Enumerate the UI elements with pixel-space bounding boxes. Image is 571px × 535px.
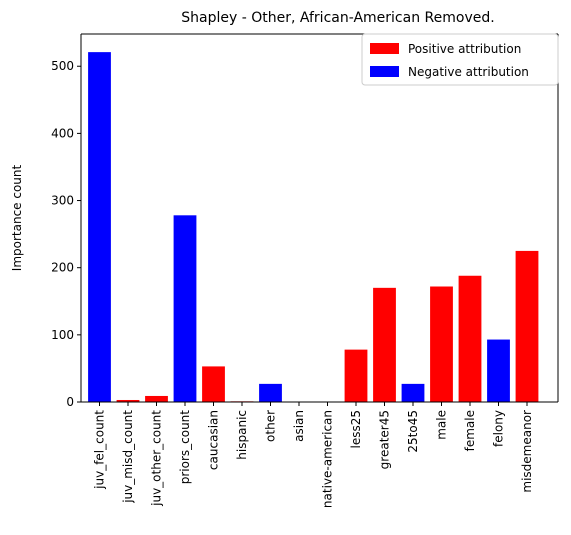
y-tick-label: 0 [66, 395, 74, 409]
bar-caucasian [202, 366, 225, 402]
legend-label-positive: Positive attribution [408, 42, 521, 56]
bar-juv_fel_count [88, 52, 111, 402]
legend-frame [361, 33, 559, 86]
x-tick-label-female: female [463, 410, 477, 451]
bar-felony [487, 339, 510, 402]
x-tick-label-native-american: native-american [321, 410, 335, 508]
y-axis-label: Importance count [10, 164, 24, 271]
y-tick-label: 100 [51, 328, 74, 342]
y-tick-label: 500 [51, 59, 74, 73]
x-tick-label-hispanic: hispanic [235, 410, 249, 460]
legend: Positive attribution Negative attributio… [361, 33, 559, 86]
x-tick-label-caucasian: caucasian [207, 410, 221, 470]
bar-juv_other_count [145, 395, 168, 402]
plot-area: 0 100 200 300 400 500 juv_fel_count juv_misd_co… [51, 33, 559, 508]
bar-male [430, 286, 453, 402]
bar-less25 [344, 349, 368, 402]
legend-swatch-positive [370, 43, 399, 54]
y-tick-label: 200 [51, 261, 74, 275]
x-tick-label-juv_misd_count: juv_misd_count [121, 410, 135, 504]
x-tick-label-25to45: 25to45 [406, 410, 420, 453]
x-tick-label-juv_other_count: juv_other_count [150, 410, 164, 507]
y-tick-label: 300 [51, 194, 74, 208]
x-tick-label-asian: asian [292, 410, 306, 442]
bar-juv_misd_count [116, 399, 140, 402]
bar-priors_count [173, 215, 197, 402]
x-tick-label-greater45: greater45 [378, 410, 392, 469]
bar-greater45 [373, 287, 396, 402]
x-tick-label-male: male [435, 410, 449, 440]
x-tick-label-other: other [264, 410, 278, 442]
legend-swatch-negative [370, 66, 399, 77]
x-tick-label-misdemeanor: misdemeanor [520, 410, 534, 493]
bar-other [259, 383, 282, 402]
y-tick-label: 400 [51, 126, 74, 140]
x-tick-label-priors_count: priors_count [178, 410, 192, 485]
bar-25to45 [401, 383, 425, 402]
bar-female [458, 275, 482, 402]
bar-misdemeanor [515, 250, 539, 402]
chart-title: Shapley - Other, African-American Remove… [181, 10, 494, 26]
x-tick-label-juv_fel_count: juv_fel_count [93, 410, 107, 490]
x-tick-label-felony: felony [492, 410, 506, 447]
x-tick-label-less25: less25 [349, 410, 363, 449]
legend-label-negative: Negative attribution [408, 65, 529, 79]
